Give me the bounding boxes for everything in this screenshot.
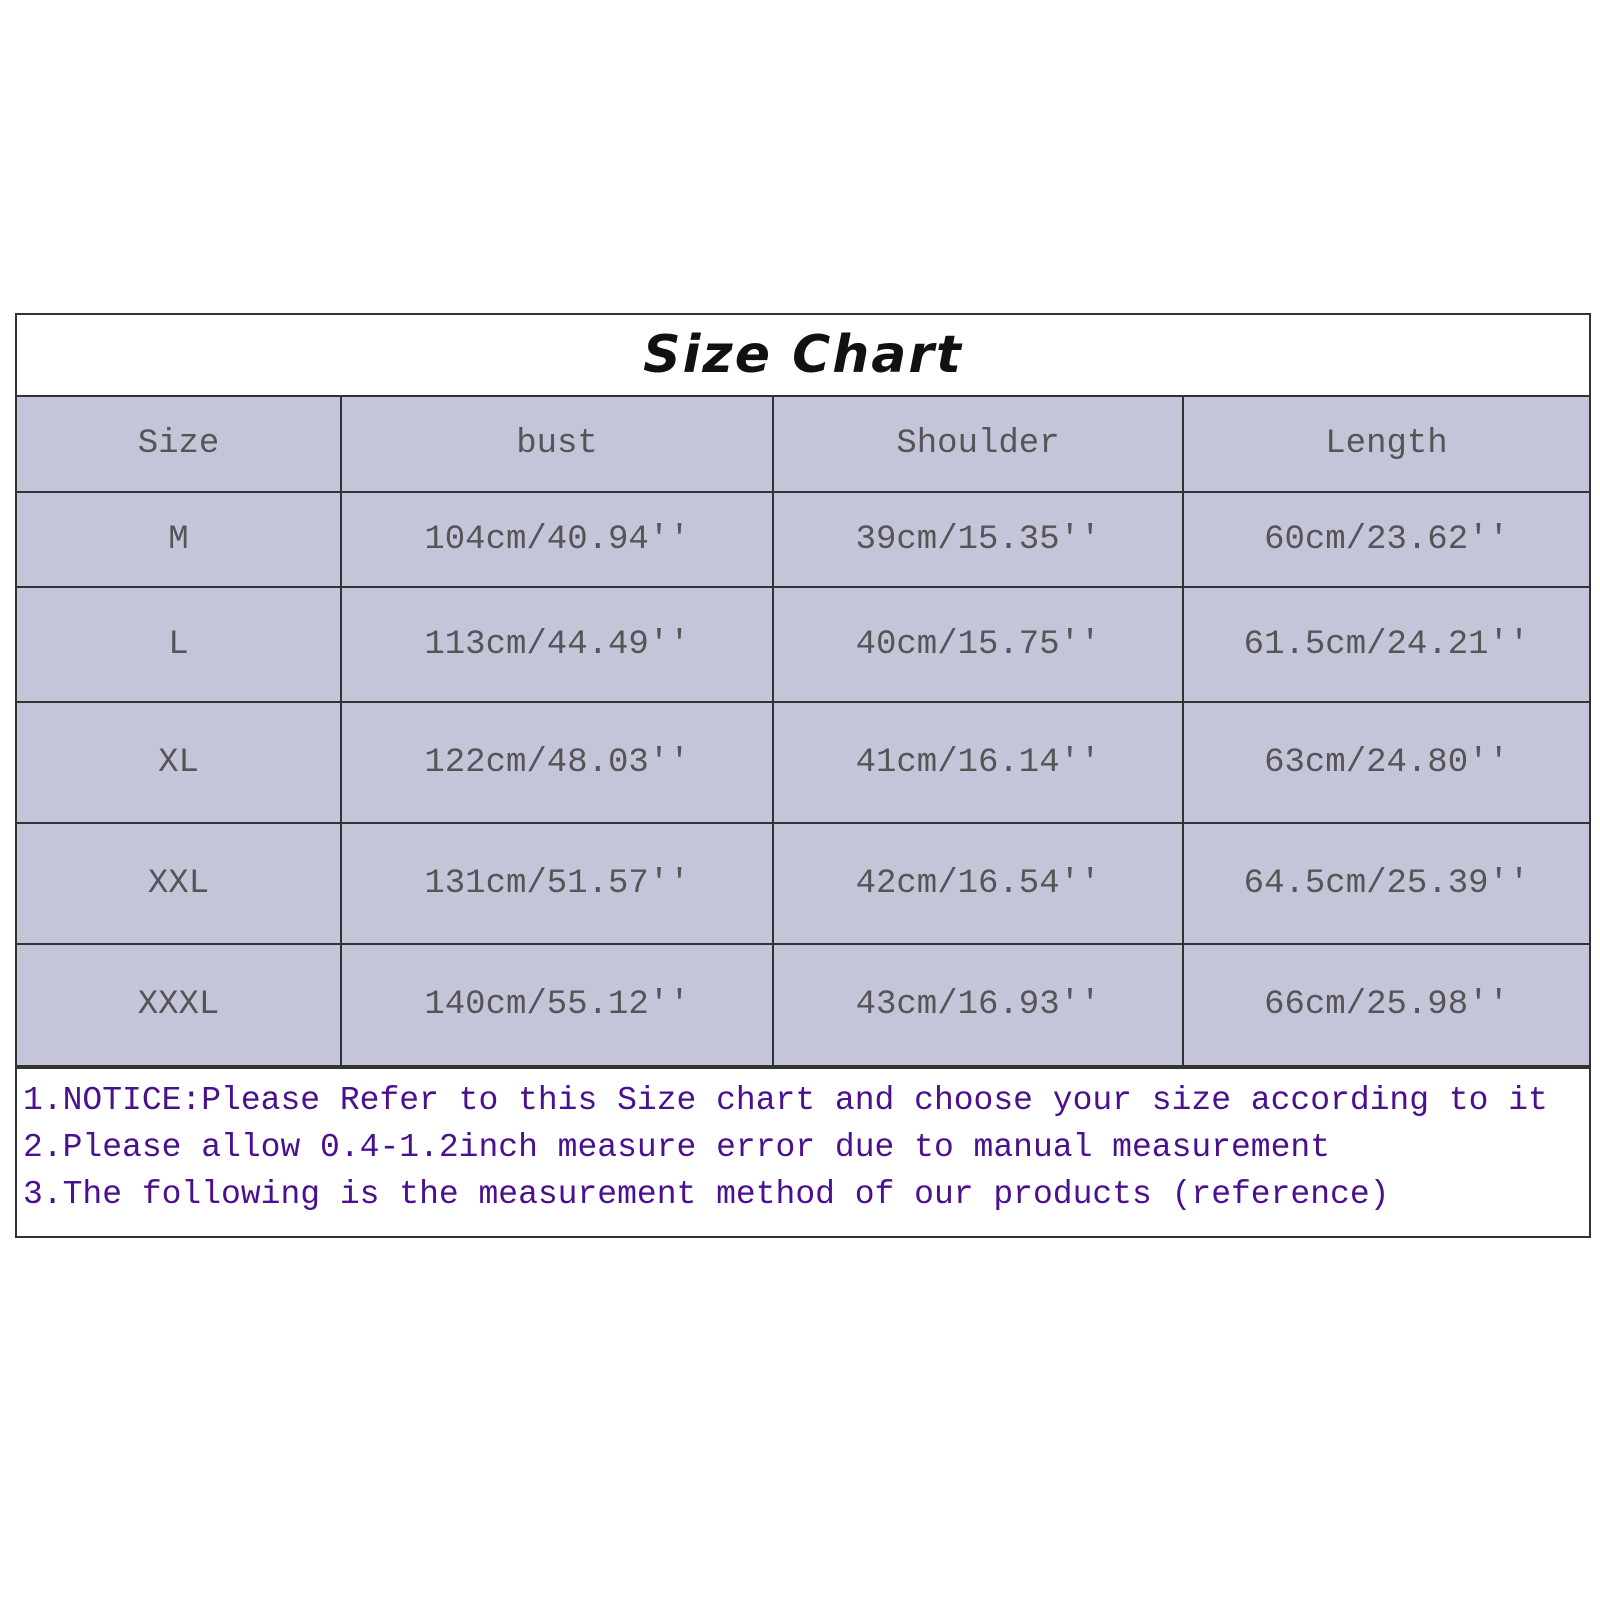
notes-section: 1.NOTICE:Please Refer to this Size chart… [17,1067,1589,1236]
size-cell: XXXL [17,943,342,1067]
table-row: L 113cm/44.49'' 40cm/15.75'' 61.5cm/24.2… [17,586,1589,703]
length-cell: 63cm/24.80'' [1182,701,1589,824]
shoulder-cell: 43cm/16.93'' [772,943,1184,1067]
table-row: M 104cm/40.94'' 39cm/15.35'' 60cm/23.62'… [17,491,1589,588]
size-cell: L [17,586,342,703]
shoulder-cell: 41cm/16.14'' [772,701,1184,824]
bust-cell: 113cm/44.49'' [340,586,774,703]
table-row: XXXL 140cm/55.12'' 43cm/16.93'' 66cm/25.… [17,943,1589,1067]
length-cell: 60cm/23.62'' [1182,491,1589,588]
note-line: 2.Please allow 0.4-1.2inch measure error… [23,1129,1331,1166]
size-chart: Size Chart Size bust Shoulder Length M 1… [15,313,1591,1238]
header-cell: Shoulder [772,397,1184,493]
table-row: XXL 131cm/51.57'' 42cm/16.54'' 64.5cm/25… [17,822,1589,945]
note-line: 1.NOTICE:Please Refer to this Size chart… [23,1082,1548,1119]
header-cell: Length [1182,397,1589,493]
size-cell: XXL [17,822,342,945]
bust-cell: 104cm/40.94'' [340,491,774,588]
shoulder-cell: 39cm/15.35'' [772,491,1184,588]
length-cell: 61.5cm/24.21'' [1182,586,1589,703]
length-cell: 66cm/25.98'' [1182,943,1589,1067]
note-line: 3.The following is the measurement metho… [23,1176,1390,1213]
shoulder-cell: 42cm/16.54'' [772,822,1184,945]
shoulder-cell: 40cm/15.75'' [772,586,1184,703]
header-cell: bust [340,397,774,493]
bust-cell: 122cm/48.03'' [340,701,774,824]
size-cell: XL [17,701,342,824]
bust-cell: 131cm/51.57'' [340,822,774,945]
table-row: XL 122cm/48.03'' 41cm/16.14'' 63cm/24.80… [17,701,1589,824]
bust-cell: 140cm/55.12'' [340,943,774,1067]
header-row: Size bust Shoulder Length [17,397,1589,493]
header-cell: Size [17,397,342,493]
chart-title: Size Chart [17,315,1589,397]
size-cell: M [17,491,342,588]
length-cell: 64.5cm/25.39'' [1182,822,1589,945]
size-table: Size bust Shoulder Length M 104cm/40.94'… [17,397,1589,1067]
